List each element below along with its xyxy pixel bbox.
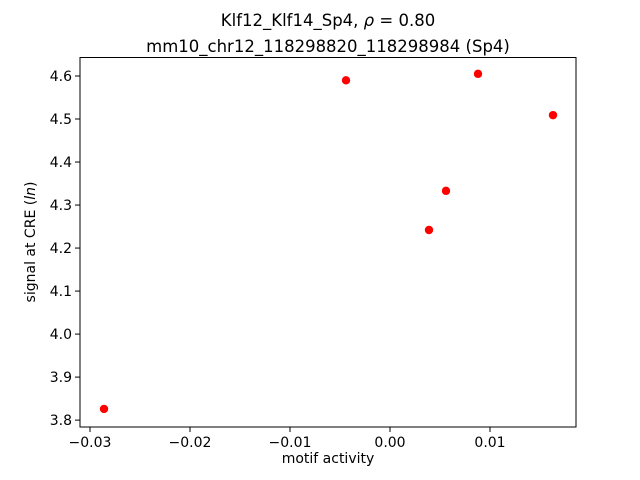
plot-area: [79, 57, 577, 428]
y-axis-label: signal at CRE (ln): [23, 181, 39, 303]
y-tick-label: 4.4: [50, 155, 72, 171]
y-tick-label: 4.0: [50, 327, 72, 343]
y-tick-label: 4.2: [50, 241, 72, 257]
title-rho-value: = 0.80: [374, 11, 436, 30]
y-tick-label: 4.5: [50, 112, 72, 128]
x-tick-label: 0.01: [474, 435, 505, 451]
data-point: [341, 76, 351, 85]
data-point: [99, 404, 109, 414]
x-tick-label: −0.01: [269, 435, 312, 451]
y-tick-label: 3.8: [50, 413, 72, 429]
rho-symbol: ρ: [363, 11, 375, 30]
x-tick-label: −0.03: [69, 435, 112, 451]
ylabel-ln-italic: ln: [23, 187, 39, 200]
x-tick-label: 0.00: [374, 435, 405, 451]
y-tick-label: 4.1: [50, 284, 72, 300]
y-tick-label: 4.3: [50, 198, 72, 214]
y-tick-label: 4.6: [50, 69, 72, 85]
data-point: [441, 186, 451, 196]
data-point: [548, 110, 558, 120]
chart-title-line1: Klf12_Klf14_Sp4, ρ = 0.80: [80, 11, 576, 30]
y-tick-label: 3.9: [50, 370, 72, 386]
data-point: [473, 69, 483, 79]
x-axis-label: motif activity: [281, 451, 375, 467]
title-gene-names: Klf12_Klf14_Sp4,: [220, 11, 364, 30]
data-point: [424, 225, 434, 235]
x-tick-label: −0.02: [169, 435, 212, 451]
chart-title-line2: mm10_chr12_118298820_118298984 (Sp4): [146, 37, 510, 56]
